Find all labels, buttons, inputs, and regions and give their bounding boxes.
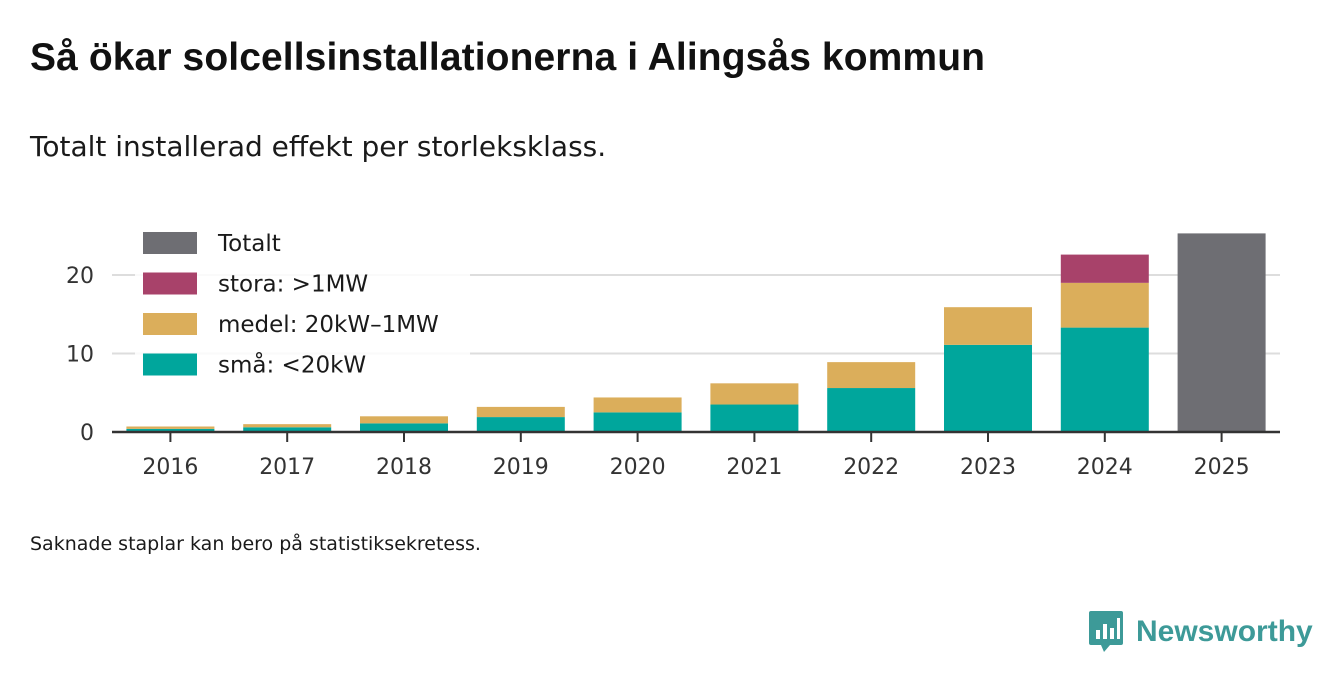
x-tick-label: 2022 — [843, 455, 899, 480]
chart-title: Så ökar solcellsinstallationerna i Aling… — [30, 36, 986, 79]
x-tick-label: 2020 — [610, 455, 666, 480]
legend-swatch-sma — [143, 353, 197, 376]
footnote: Saknade staplar kan bero på statistiksek… — [30, 533, 481, 555]
legend-label-medel: medel: 20kW–1MW — [218, 312, 439, 338]
bar-medel-2018 — [360, 416, 448, 424]
bar-sma-2023 — [944, 344, 1032, 432]
bar-sma-2017 — [243, 427, 332, 432]
x-tick-label: 2017 — [259, 455, 315, 480]
y-tick-label: 0 — [80, 421, 94, 446]
legend-swatch-totalt — [143, 232, 197, 254]
x-tick-label: 2018 — [376, 455, 432, 480]
bar-medel-2017 — [243, 424, 332, 428]
bar-stora-2024 — [1060, 254, 1149, 283]
newsworthy-chart-icon — [1089, 611, 1123, 652]
bar-sma-2022 — [827, 388, 916, 432]
bars — [126, 233, 1266, 432]
bar-sma-2016 — [126, 428, 215, 432]
axes: 0 10 20 2016 2017 2018 2019 2020 2021 2022 2023 202… — [66, 264, 1280, 480]
x-tick-label: 2016 — [142, 455, 198, 480]
bar-sma-2018 — [360, 423, 448, 432]
x-tick-label: 2024 — [1077, 455, 1133, 480]
bar-medel-2020 — [593, 397, 682, 413]
newsworthy-logo[interactable]: Newsworthy — [1088, 610, 1313, 654]
bar-medel-2023 — [944, 307, 1032, 345]
x-tick-label: 2023 — [960, 455, 1016, 480]
stacked-bar-chart: 0 10 20 2016 2017 2018 2019 2020 2021 2022 2023 202… — [66, 226, 1280, 480]
bar-sma-2024 — [1060, 327, 1149, 432]
legend-label-stora: stora: >1MW — [218, 272, 368, 298]
chart-subtitle: Totalt installerad effekt per storlekskl… — [30, 130, 607, 163]
bar-sma-2019 — [476, 417, 565, 432]
bar-sma-2020 — [593, 412, 682, 432]
legend: Totalt stora: >1MW medel: 20kW–1MW små: <20… — [135, 226, 470, 384]
brand-name: Newsworthy — [1136, 615, 1313, 648]
bar-totalt-2025 — [1177, 233, 1266, 432]
legend-swatch-medel — [143, 313, 197, 335]
bar-medel-2022 — [827, 362, 916, 389]
bar-medel-2019 — [476, 406, 565, 418]
legend-label-sma: små: <20kW — [218, 351, 366, 379]
x-tick-label: 2021 — [726, 455, 782, 480]
bar-medel-2021 — [710, 383, 799, 405]
bar-medel-2024 — [1060, 282, 1149, 328]
legend-label-totalt: Totalt — [217, 231, 281, 257]
x-tick-label: 2019 — [493, 455, 549, 480]
x-tick-label: 2025 — [1194, 455, 1250, 480]
y-tick-label: 20 — [66, 264, 94, 289]
bar-sma-2021 — [710, 404, 799, 432]
y-tick-label: 10 — [66, 343, 94, 368]
bar-medel-2016 — [126, 426, 215, 429]
legend-swatch-stora — [143, 272, 197, 295]
